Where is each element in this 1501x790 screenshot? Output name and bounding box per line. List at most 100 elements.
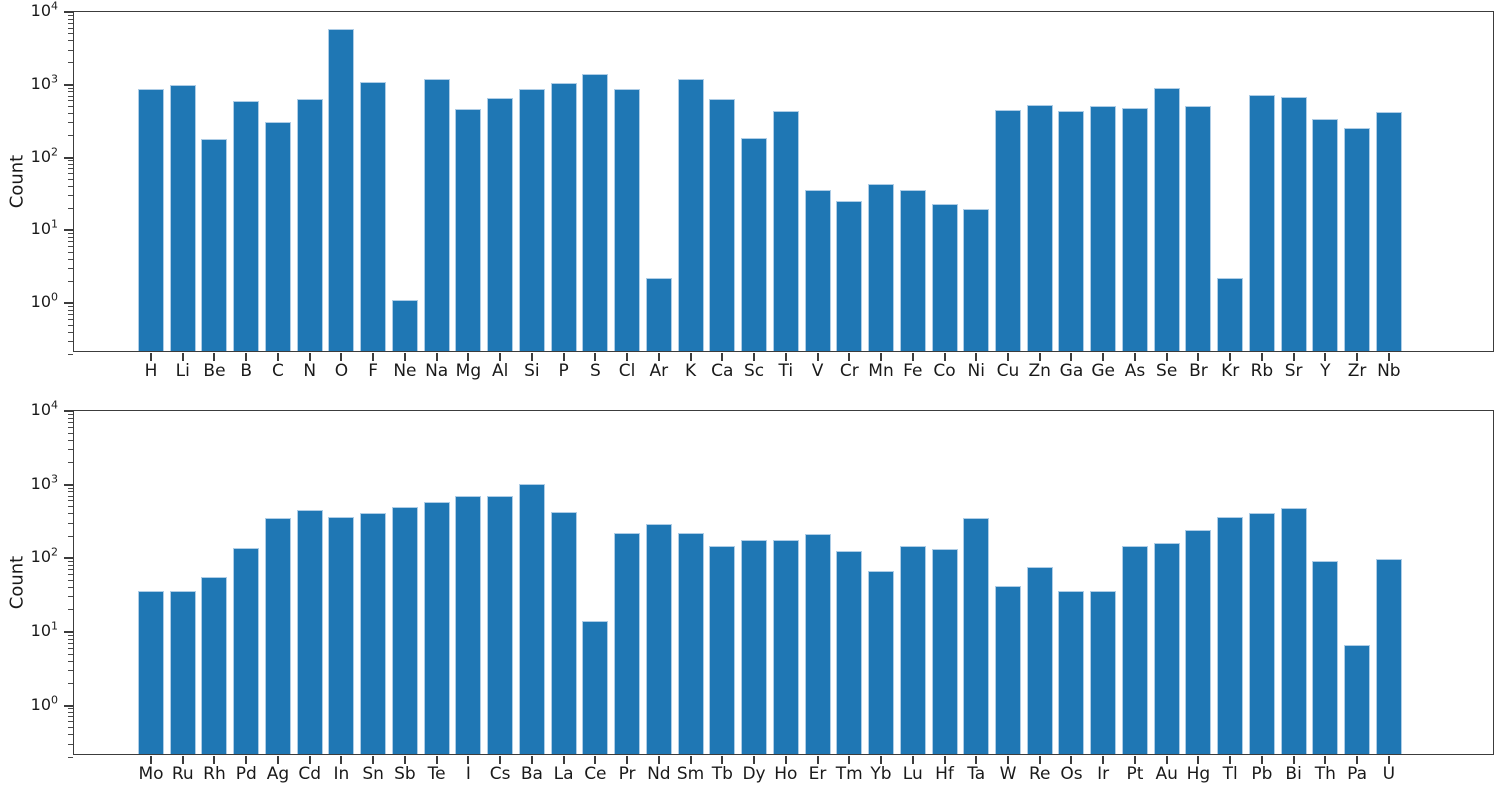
- y-axis-label: Count: [6, 154, 28, 209]
- y-major-tick: [63, 704, 73, 707]
- y-tick-label: 101: [30, 619, 58, 640]
- x-tick: [340, 352, 343, 361]
- bar-Nd: [645, 524, 672, 754]
- x-tick: [499, 755, 502, 764]
- y-major-tick: [63, 483, 73, 486]
- y-minor-tick: [67, 587, 73, 589]
- bar-Dy: [741, 539, 768, 754]
- y-minor-tick: [67, 258, 73, 260]
- y-major-tick: [63, 229, 73, 232]
- y-minor-tick: [67, 173, 73, 175]
- y-minor-tick: [67, 721, 73, 723]
- x-tick-label: Zr: [1347, 361, 1367, 381]
- x-tick-label: In: [333, 764, 350, 784]
- bar-Cu: [994, 110, 1021, 351]
- x-tick-label: Lu: [902, 764, 923, 784]
- x-tick: [880, 352, 883, 361]
- y-tick-label: 104: [30, 0, 58, 20]
- y-minor-tick: [67, 122, 73, 124]
- y-minor-tick: [67, 22, 73, 24]
- x-tick-label: Cr: [839, 361, 859, 381]
- x-tick-label: C: [272, 361, 284, 381]
- x-tick-label: Na: [425, 361, 449, 381]
- bar-Ag: [264, 518, 291, 754]
- bar-Au: [1153, 543, 1180, 754]
- x-tick-label: Cl: [618, 361, 636, 381]
- bar-Cl: [614, 88, 641, 351]
- x-tick: [340, 755, 343, 764]
- x-tick: [1387, 352, 1390, 361]
- x-tick: [467, 352, 470, 361]
- x-tick-label: Pb: [1251, 764, 1273, 784]
- x-tick: [1260, 352, 1263, 361]
- x-tick: [626, 755, 629, 764]
- y-minor-tick: [67, 95, 73, 97]
- bar-Be: [201, 138, 228, 351]
- x-tick-label: Te: [427, 764, 446, 784]
- bar-Sn: [360, 513, 387, 754]
- y-minor-tick: [67, 160, 73, 162]
- x-tick-label: Ce: [584, 764, 607, 784]
- y-minor-tick: [67, 574, 73, 576]
- bar-Sc: [741, 137, 768, 351]
- x-tick-label: Mo: [138, 764, 164, 784]
- y-minor-tick: [67, 561, 73, 563]
- bar-C: [264, 122, 291, 351]
- x-tick: [276, 755, 279, 764]
- bar-Tb: [709, 546, 736, 754]
- x-tick: [213, 755, 216, 764]
- x-tick: [594, 755, 597, 764]
- y-minor-tick: [67, 318, 73, 320]
- y-tick-label: 101: [30, 218, 58, 239]
- x-tick: [1038, 755, 1041, 764]
- bar-Hf: [931, 549, 958, 754]
- y-minor-tick: [67, 743, 73, 745]
- y-tick-label: 102: [30, 545, 58, 567]
- x-tick-label: O: [334, 361, 349, 381]
- bar-Co: [931, 203, 958, 351]
- x-tick-label: Nb: [1377, 361, 1401, 381]
- y-minor-tick: [67, 413, 73, 415]
- x-tick-label: Er: [808, 764, 827, 784]
- x-tick: [753, 352, 756, 361]
- y-minor-tick: [67, 669, 73, 671]
- y-minor-tick: [67, 324, 73, 326]
- x-tick-label: V: [811, 361, 824, 381]
- bar-Fe: [899, 189, 926, 351]
- y-minor-tick: [67, 756, 73, 758]
- bar-Ni: [963, 208, 990, 351]
- bar-Ho: [772, 539, 799, 754]
- x-tick-label: La: [553, 764, 574, 784]
- y-minor-tick: [67, 461, 73, 463]
- bar-B: [233, 100, 260, 351]
- x-tick-label: H: [144, 361, 158, 381]
- x-tick-label: Os: [1060, 764, 1083, 784]
- bar-Ru: [169, 590, 196, 754]
- bar-Se: [1153, 87, 1180, 351]
- x-tick: [880, 755, 883, 764]
- bar-O: [328, 29, 355, 351]
- y-major-tick: [63, 156, 73, 159]
- x-tick-label: U: [1382, 764, 1396, 784]
- x-tick-label: Pa: [1347, 764, 1368, 784]
- y-minor-tick: [67, 500, 73, 502]
- y-tick-exponent: 2: [51, 145, 58, 159]
- x-tick: [784, 755, 787, 764]
- x-tick-label: Pr: [618, 764, 636, 784]
- bar-In: [328, 516, 355, 754]
- x-tick-label: Ba: [520, 764, 543, 784]
- x-tick: [626, 352, 629, 361]
- y-minor-tick: [67, 421, 73, 423]
- x-tick: [1292, 352, 1295, 361]
- bar-Te: [423, 501, 450, 754]
- y-minor-tick: [67, 653, 73, 655]
- y-minor-tick: [67, 513, 73, 515]
- x-tick: [181, 755, 184, 764]
- y-minor-tick: [67, 33, 73, 35]
- x-tick-label: Be: [203, 361, 226, 381]
- x-tick-label: Th: [1314, 764, 1336, 784]
- x-tick-label: Ti: [778, 361, 794, 381]
- y-minor-tick: [67, 62, 73, 64]
- y-minor-tick: [67, 487, 73, 489]
